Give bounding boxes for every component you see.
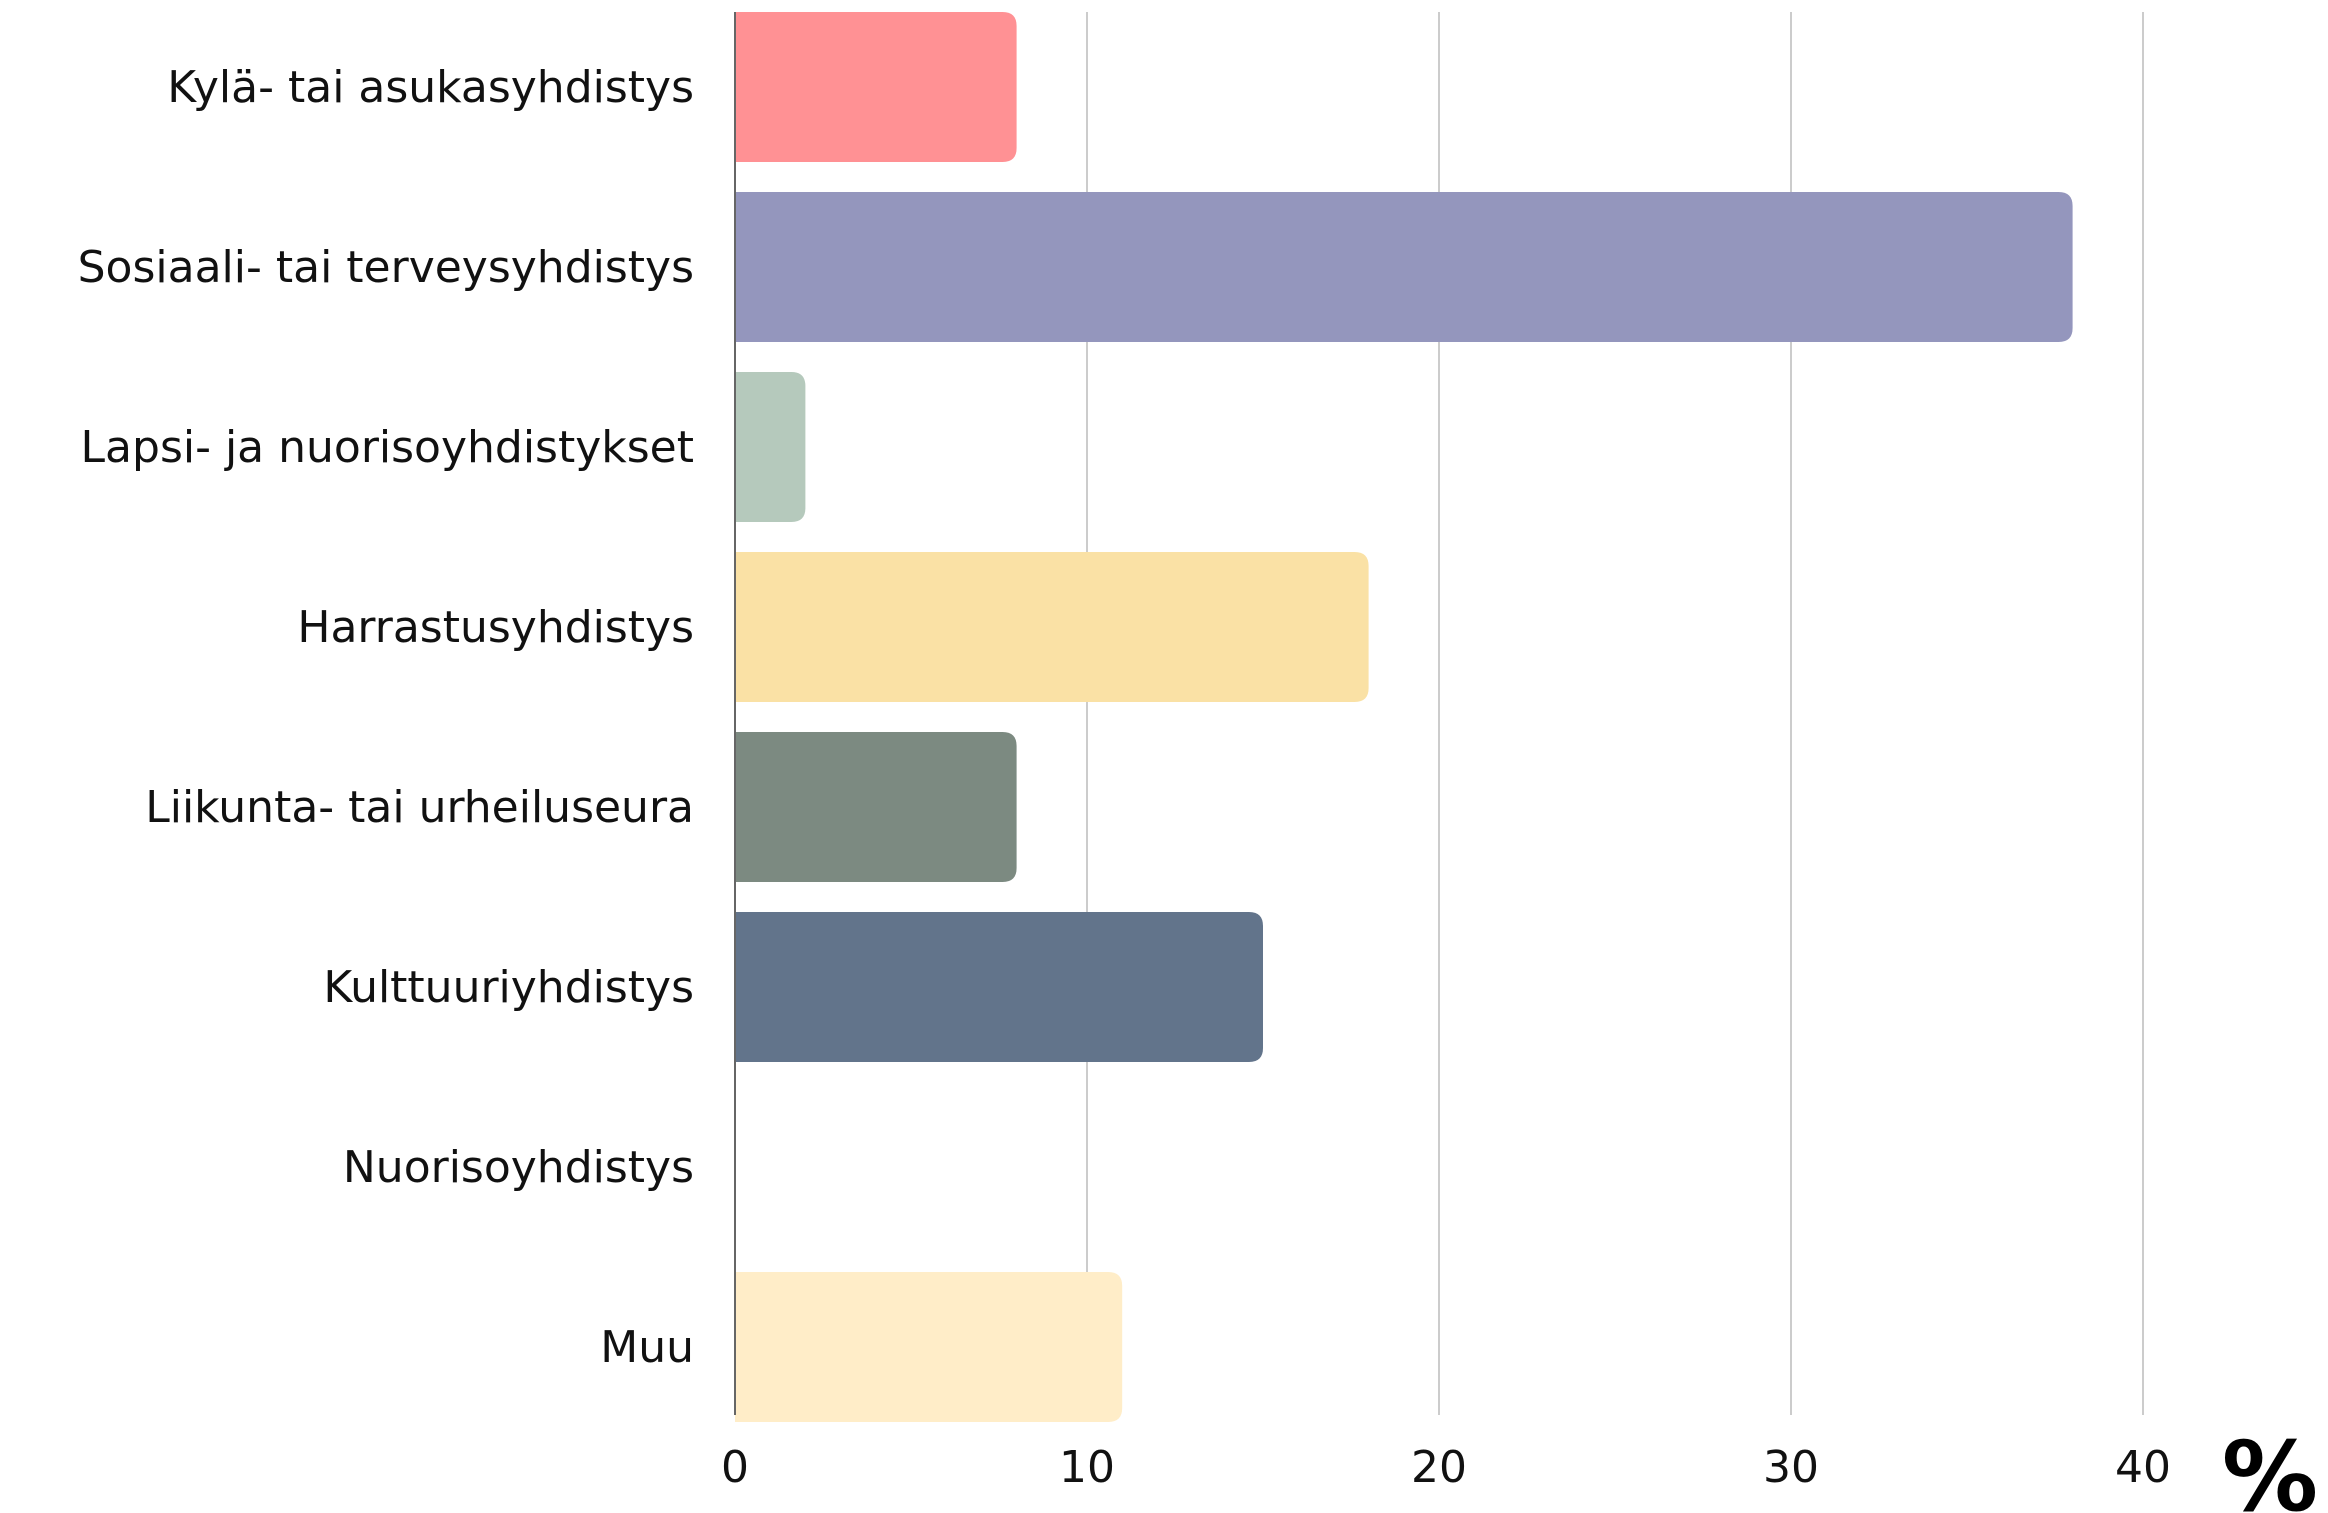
x-tick-label: 30 [1763,1442,1819,1493]
bar [735,1272,1123,1422]
x-axis-unit-label: % [2222,1421,2318,1513]
category-label: Muu [600,1322,694,1373]
category-label: Liikunta- tai urheiluseura [145,782,694,833]
bar [735,732,1017,882]
bar [735,552,1369,702]
x-tick-label: 40 [2115,1442,2171,1493]
x-axis-tick-labels: 0 10 20 30 40 [721,1442,2171,1493]
x-tick-label: 0 [721,1442,749,1493]
category-label: Harrastusyhdistys [297,602,694,653]
x-tick-label: 10 [1059,1442,1115,1493]
bar [735,192,2073,342]
bar [735,372,806,522]
category-labels: Kylä- tai asukasyhdistys Sosiaali- tai te… [78,62,694,1373]
bars [735,12,2073,1422]
category-label: Sosiaali- tai terveysyhdistys [78,242,694,293]
bar [735,12,1017,162]
category-label: Lapsi- ja nuorisoyhdistykset [81,422,694,473]
x-tick-label: 20 [1411,1442,1467,1493]
category-label: Nuorisoyhdistys [343,1142,694,1193]
bar [735,912,1263,1062]
category-label: Kylä- tai asukasyhdistys [167,62,694,113]
category-label: Kulttuuriyhdistys [323,962,694,1013]
